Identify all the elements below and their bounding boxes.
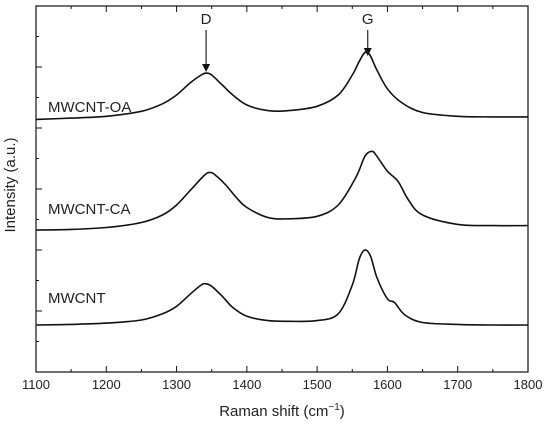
peak-arrow-head bbox=[202, 64, 211, 72]
x-tick-label: 1100 bbox=[22, 377, 50, 392]
x-tick-label: 1200 bbox=[92, 377, 121, 392]
x-axis-title: Raman shift (cm−1) bbox=[219, 402, 345, 420]
plot-frame-layer bbox=[35, 5, 529, 373]
series-layer bbox=[35, 51, 529, 326]
series-label-mwcnt-oa: MWCNT-OA bbox=[48, 99, 131, 116]
x-tick-label: 1400 bbox=[232, 377, 261, 392]
axis-tick-layer: 1100 1200 1300 1400 1500 1600 1700 1800 bbox=[22, 6, 542, 392]
series-label-mwcnt-ca: MWCNT-CA bbox=[48, 201, 131, 218]
x-axis-title-end: ) bbox=[340, 403, 345, 420]
series-line-mwcnt bbox=[35, 249, 529, 326]
peak-label-d: D bbox=[201, 11, 212, 28]
label-layer: MWCNT-OA MWCNT-CA MWCNT D G bbox=[48, 11, 374, 307]
x-tick-label: 1700 bbox=[443, 377, 472, 392]
x-tick-label: 1500 bbox=[303, 377, 332, 392]
series-line-mwcnt-oa bbox=[35, 51, 529, 121]
peak-arrow-head bbox=[363, 48, 372, 56]
series-label-mwcnt: MWCNT bbox=[48, 290, 105, 307]
plot-frame bbox=[35, 5, 529, 373]
y-axis-title: Intensity (a.u.) bbox=[2, 137, 19, 232]
series-line-mwcnt-ca bbox=[35, 150, 529, 231]
x-tick-label: 1800 bbox=[514, 377, 543, 392]
x-axis-title-main: Raman shift (cm bbox=[219, 403, 328, 420]
x-tick-label: 1300 bbox=[162, 377, 191, 392]
x-tick-label: 1600 bbox=[373, 377, 402, 392]
x-axis-title-superscript: −1 bbox=[328, 402, 340, 413]
peak-label-g: G bbox=[362, 11, 374, 28]
